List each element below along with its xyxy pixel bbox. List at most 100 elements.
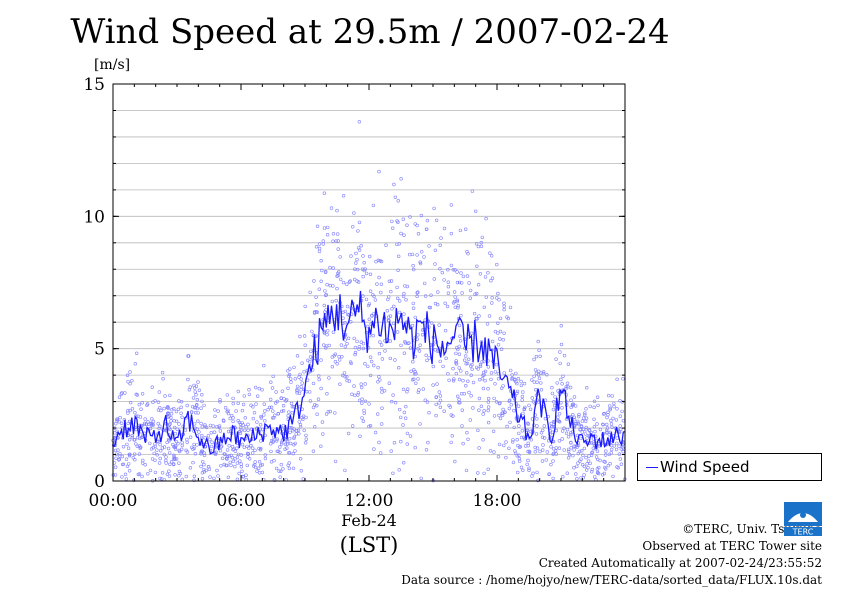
scatter-point [476, 367, 480, 371]
scatter-point [460, 424, 464, 428]
scatter-point [432, 277, 436, 281]
scatter-point [438, 359, 442, 364]
scatter-point [352, 384, 356, 388]
scatter-point [195, 398, 200, 402]
scatter-point [151, 419, 156, 424]
scatter-point [376, 380, 380, 384]
scatter-point [525, 421, 530, 425]
scatter-point [434, 402, 438, 407]
scatter-point [356, 229, 360, 233]
scatter-point [469, 373, 473, 377]
scatter-point [559, 342, 564, 347]
scatter-point [259, 416, 264, 420]
scatter-point [193, 386, 197, 390]
scatter-point [338, 255, 342, 259]
scatter-point [437, 323, 441, 327]
scatter-point [206, 465, 211, 469]
scatter-point [454, 371, 458, 376]
scatter-point [572, 415, 576, 419]
scatter-point [550, 424, 554, 429]
scatter-point [598, 427, 603, 432]
scatter-point [390, 219, 394, 224]
scatter-point [302, 428, 306, 433]
scatter-point [409, 369, 413, 373]
scatter-point [553, 395, 557, 399]
scatter-point [380, 357, 385, 361]
scatter-point [298, 423, 303, 427]
scatter-point [137, 402, 142, 407]
scatter-point [476, 471, 480, 475]
scatter-point [541, 371, 545, 376]
scatter-point [437, 390, 441, 394]
scatter-point [291, 429, 295, 433]
scatter-point [526, 458, 530, 463]
scatter-point [401, 387, 406, 391]
scatter-point [526, 449, 530, 454]
scatter-point [319, 279, 323, 283]
scatter-point [425, 400, 430, 404]
scatter-point [347, 280, 352, 284]
scatter-point [589, 441, 594, 445]
y-tick-label: 15 [83, 75, 105, 95]
scatter-point [350, 392, 354, 396]
scatter-point [120, 475, 124, 479]
scatter-point [397, 254, 401, 258]
scatter-point [615, 407, 619, 411]
scatter-point [238, 431, 243, 436]
scatter-point [480, 235, 484, 240]
scatter-point [463, 358, 467, 362]
scatter-point [451, 366, 455, 371]
scatter-point [396, 268, 400, 272]
scatter-point [253, 460, 257, 464]
scatter-point [317, 374, 321, 378]
scatter-point [300, 416, 304, 420]
scatter-point [391, 226, 395, 230]
scatter-point [618, 457, 623, 461]
scatter-point [464, 384, 468, 388]
scatter-point [288, 436, 292, 441]
scatter-point [282, 397, 286, 401]
scatter-point [459, 392, 464, 396]
scatter-point [505, 424, 509, 429]
scatter-point [595, 471, 600, 475]
scatter-point [477, 314, 481, 318]
scatter-point [288, 430, 292, 435]
scatter-point [299, 469, 303, 473]
scatter-point [354, 261, 358, 265]
scatter-point [500, 386, 504, 390]
scatter-point [345, 342, 349, 346]
scatter-point [363, 362, 367, 366]
scatter-point [547, 472, 551, 477]
x-tick-label: 12:00 [345, 491, 394, 511]
scatter-point [208, 475, 212, 479]
scatter-point [401, 217, 405, 221]
scatter-point [457, 352, 462, 356]
scatter-point [237, 420, 242, 425]
scatter-point [295, 388, 299, 392]
scatter-point [192, 474, 197, 478]
scatter-point [317, 377, 321, 382]
scatter-point [251, 405, 255, 409]
scatter-point [251, 464, 256, 468]
scatter-point [390, 307, 394, 311]
scatter-point [289, 401, 294, 406]
scatter-point [215, 468, 219, 473]
scatter-point [168, 393, 172, 398]
scatter-point [351, 424, 355, 428]
scatter-point [496, 331, 500, 335]
scatter-point [553, 449, 558, 453]
scatter-point [604, 449, 608, 453]
scatter-point [618, 414, 622, 418]
scatter-point [603, 453, 608, 457]
scatter-point [576, 461, 580, 465]
scatter-point [595, 395, 600, 399]
scatter-point [231, 401, 236, 406]
scatter-point [159, 408, 163, 413]
scatter-point [461, 274, 466, 279]
scatter-point [566, 456, 571, 460]
scatter-point [117, 458, 121, 462]
scatter-point [130, 435, 135, 440]
scatter-point [119, 421, 124, 425]
scatter-point [578, 427, 582, 431]
